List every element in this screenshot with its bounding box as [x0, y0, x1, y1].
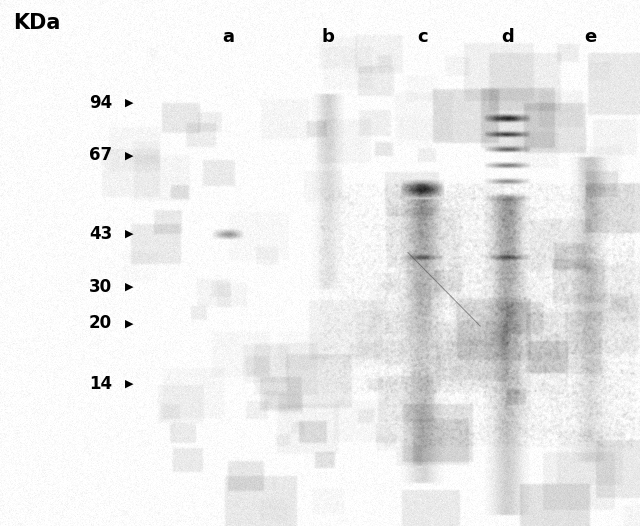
Text: ▶: ▶	[125, 379, 133, 389]
Text: ▶: ▶	[125, 281, 133, 292]
Text: e: e	[584, 28, 596, 46]
Text: 43: 43	[89, 225, 112, 243]
Text: KDa: KDa	[13, 13, 60, 33]
Text: a: a	[222, 28, 234, 46]
Text: c: c	[417, 28, 428, 46]
Text: 14: 14	[89, 375, 112, 393]
Text: 30: 30	[89, 278, 112, 296]
Text: d: d	[501, 28, 514, 46]
Text: 20: 20	[89, 315, 112, 332]
Text: 94: 94	[89, 94, 112, 112]
Text: b: b	[321, 28, 335, 46]
Text: ▶: ▶	[125, 150, 133, 160]
Text: ▶: ▶	[125, 318, 133, 329]
Text: ▶: ▶	[125, 229, 133, 239]
Text: ▶: ▶	[125, 97, 133, 108]
Text: 67: 67	[89, 146, 112, 164]
